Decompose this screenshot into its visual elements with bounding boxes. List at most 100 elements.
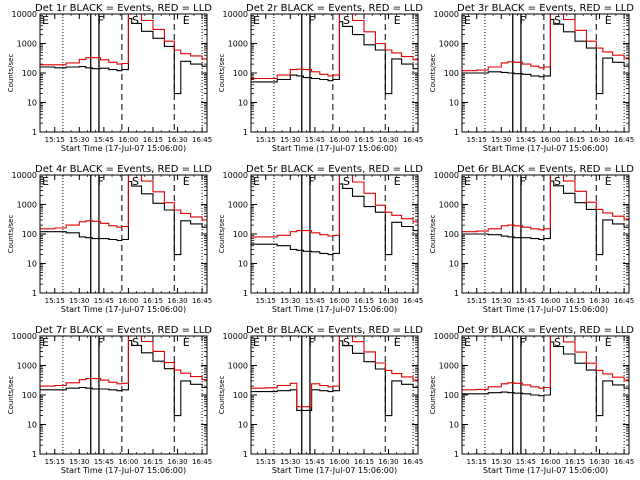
lld-series-line: [40, 175, 207, 230]
lld-series-line: [462, 336, 629, 391]
plot-frame: [250, 13, 419, 133]
plot-frame: [39, 335, 208, 455]
panel-title: Det 3r BLACK = Events, RED = LLD: [457, 3, 634, 14]
series-group: [251, 336, 418, 417]
detector-panel-5: Det 5r BLACK = Events, RED = LLD Counts/s…: [218, 164, 423, 314]
x-tick-label: 16:45: [403, 458, 423, 466]
x-tick-label: 16:15: [354, 136, 374, 144]
x-tick-label: 16:45: [403, 136, 423, 144]
x-tick-label: 15:45: [516, 458, 536, 466]
x-tick-label: 16:00: [329, 297, 349, 305]
y-tick-label: 100: [233, 391, 248, 400]
y-tick-label: 1000: [17, 362, 37, 371]
phase-marker-f: F: [520, 336, 526, 349]
y-tick-label: 10: [238, 260, 248, 269]
y-tick-label: 1: [454, 289, 459, 298]
lld-series-line: [462, 175, 629, 233]
detector-panel-8: Det 8r BLACK = Events, RED = LLD Counts/s…: [218, 325, 423, 475]
y-tick-label: 10: [449, 421, 459, 430]
x-tick-label: 16:00: [329, 458, 349, 466]
x-tick-label: 15:45: [305, 297, 325, 305]
phase-marker-e: E: [394, 336, 401, 349]
phase-marker-e: E: [464, 336, 471, 349]
y-tick-label: 10: [449, 99, 459, 108]
y-axis-label: Counts/sec: [218, 376, 226, 415]
y-tick-label: 100: [22, 230, 37, 239]
phase-marker-s: S: [554, 175, 561, 188]
plot-frame: [461, 174, 630, 294]
y-tick-label: 10000: [12, 171, 37, 180]
phase-marker-s: S: [132, 175, 139, 188]
y-tick-label: 10000: [434, 332, 459, 341]
x-tick-label: 16:30: [378, 297, 398, 305]
y-tick-label: 1: [32, 289, 37, 298]
x-tick-label: 15:15: [45, 458, 65, 466]
x-axis-label: Start Time (17-Jul-07 15:06:00): [483, 305, 608, 314]
x-tick-label: 16:30: [589, 458, 609, 466]
panel-title: Det 4r BLACK = Events, RED = LLD: [35, 164, 212, 175]
events-series-line: [40, 18, 207, 95]
phase-marker-s: S: [554, 14, 561, 27]
x-tick-label: 15:45: [516, 297, 536, 305]
detector-panel-2: Det 2r BLACK = Events, RED = LLD Counts/s…: [218, 3, 423, 153]
x-tick-label: 16:45: [192, 297, 212, 305]
series-group: [462, 336, 629, 417]
phase-marker-e: E: [183, 336, 190, 349]
phase-marker-f: F: [98, 175, 104, 188]
x-axis-label: Start Time (17-Jul-07 15:06:00): [61, 305, 186, 314]
y-tick-label: 10: [449, 260, 459, 269]
x-tick-label: 15:45: [305, 136, 325, 144]
y-tick-label: 1000: [228, 201, 248, 210]
y-tick-label: 100: [444, 69, 459, 78]
x-tick-label: 15:30: [491, 458, 511, 466]
phase-marker-e: E: [253, 14, 260, 27]
x-tick-label: 16:15: [354, 297, 374, 305]
events-series-line: [251, 21, 418, 95]
x-tick-label: 16:45: [614, 458, 634, 466]
x-tick-label: 15:15: [256, 136, 276, 144]
y-tick-label: 100: [233, 230, 248, 239]
x-tick-label: 15:30: [280, 136, 300, 144]
x-tick-label: 16:15: [354, 458, 374, 466]
x-tick-label: 16:30: [378, 136, 398, 144]
phase-marker-e: E: [42, 14, 49, 27]
lld-series-line: [251, 336, 418, 408]
x-tick-label: 16:00: [540, 297, 560, 305]
phase-marker-f: F: [98, 336, 104, 349]
y-tick-label: 10000: [12, 332, 37, 341]
x-tick-label: 15:15: [467, 458, 487, 466]
phase-marker-f: F: [520, 175, 526, 188]
series-group: [251, 175, 418, 256]
phase-marker-s: S: [343, 336, 350, 349]
y-tick-label: 10000: [434, 171, 459, 180]
x-tick-label: 16:30: [589, 136, 609, 144]
x-tick-label: 16:45: [614, 136, 634, 144]
phase-marker-e: E: [605, 14, 612, 27]
y-tick-label: 100: [444, 230, 459, 239]
phase-marker-e: E: [464, 14, 471, 27]
phase-marker-f: F: [309, 14, 315, 27]
y-tick-label: 1: [243, 450, 248, 459]
x-tick-label: 15:15: [256, 297, 276, 305]
x-tick-label: 15:45: [94, 136, 114, 144]
phase-marker-f: F: [98, 14, 104, 27]
y-tick-label: 1: [243, 128, 248, 137]
phase-marker-f: F: [309, 336, 315, 349]
phase-marker-e: E: [42, 175, 49, 188]
series-group: [251, 14, 418, 95]
x-axis-label: Start Time (17-Jul-07 15:06:00): [61, 144, 186, 153]
y-tick-label: 1000: [439, 40, 459, 49]
x-tick-label: 16:45: [192, 458, 212, 466]
y-tick-label: 100: [233, 69, 248, 78]
panel-title: Det 9r BLACK = Events, RED = LLD: [457, 325, 634, 336]
y-tick-label: 10: [27, 99, 37, 108]
x-tick-label: 16:30: [167, 136, 187, 144]
y-tick-label: 10000: [223, 332, 248, 341]
x-tick-label: 15:45: [94, 458, 114, 466]
x-tick-label: 16:45: [614, 297, 634, 305]
x-tick-label: 16:00: [329, 136, 349, 144]
phase-marker-s: S: [132, 336, 139, 349]
series-group: [40, 14, 207, 95]
y-tick-label: 1000: [228, 362, 248, 371]
y-tick-label: 10: [238, 421, 248, 430]
